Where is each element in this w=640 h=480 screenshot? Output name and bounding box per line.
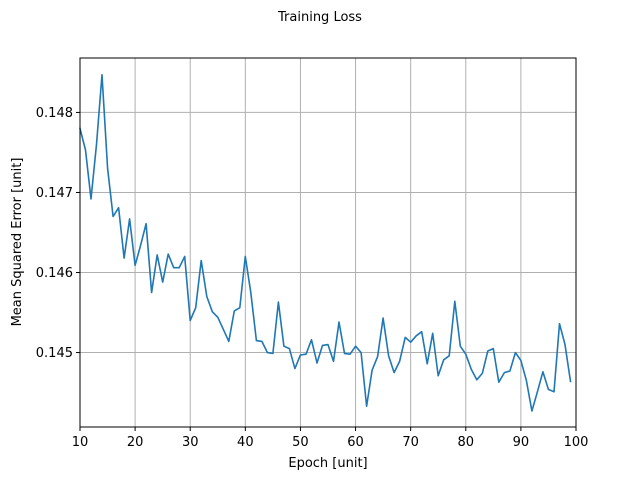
y-tick-label: 0.147 [36, 186, 73, 201]
grid-lines [79, 58, 577, 427]
loss-line [79, 74, 572, 412]
x-tick-label: 90 [513, 435, 530, 450]
x-tick-label: 40 [237, 435, 254, 450]
x-tick-label: 50 [292, 435, 309, 450]
axis-ticks: 10 20 30 40 50 60 70 80 90 100 0.145 0.146 0.147 0.14… [36, 106, 589, 450]
plot-frame [79, 57, 577, 428]
x-tick-label: 20 [127, 435, 144, 450]
series-layer [79, 74, 572, 412]
x-tick-label: 80 [458, 435, 475, 450]
x-tick-label: 70 [402, 435, 419, 450]
y-tick-label: 0.146 [36, 266, 73, 281]
x-tick-label: 30 [182, 435, 199, 450]
chart-title: Training Loss [277, 10, 362, 25]
x-axis-label: Epoch [unit] [288, 456, 367, 471]
x-tick-label: 10 [72, 435, 89, 450]
y-tick-label: 0.148 [36, 106, 73, 121]
x-tick-label: 60 [347, 435, 364, 450]
y-tick-label: 0.145 [36, 346, 73, 361]
x-tick-label: 100 [564, 435, 589, 450]
y-axis-label: Mean Squared Error [unit] [10, 158, 25, 327]
